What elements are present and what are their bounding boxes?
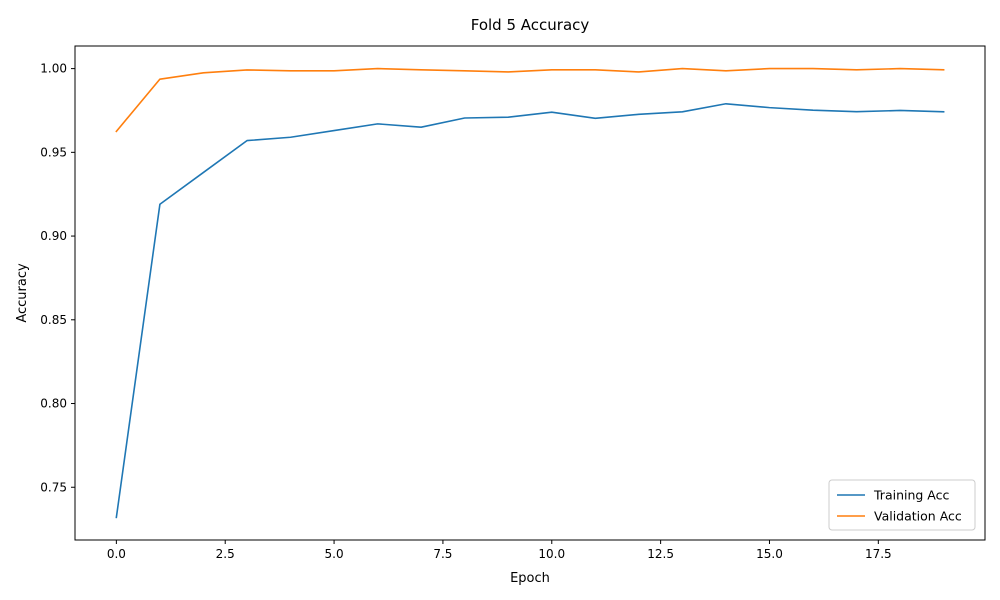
x-tick-label: 12.5: [647, 547, 674, 561]
plot-frame: [74, 45, 986, 541]
series-line-training-acc: [115, 102, 945, 519]
chart-title: Fold 5 Accuracy: [471, 16, 590, 34]
y-tick-label: 0.85: [40, 313, 67, 327]
y-tick-label: 0.80: [40, 397, 67, 411]
series-line-validation-acc: [115, 67, 945, 133]
y-axis: 0.75 0.80 0.85 0.90 0.95 1.00: [40, 62, 75, 494]
x-tick-label: 10.0: [538, 547, 565, 561]
legend-box: [828, 479, 976, 531]
legend-entry: Training Acc: [873, 488, 949, 503]
y-tick-label: 0.75: [40, 480, 67, 494]
y-tick-label: 0.90: [40, 229, 67, 243]
x-axis-label: Epoch: [510, 571, 550, 586]
x-tick-label: 5.0: [325, 547, 344, 561]
x-tick-label: 2.5: [216, 547, 235, 561]
y-axis-label: Accuracy: [15, 263, 30, 323]
x-tick-label: 7.5: [433, 547, 452, 561]
x-tick-label: 17.5: [865, 547, 892, 561]
x-tick-label: 0.0: [107, 547, 126, 561]
x-axis: 0.0 2.5 5.0 7.5 10.0 12.5 15.0 17.5: [107, 540, 892, 561]
y-tick-label: 0.95: [40, 145, 67, 159]
legend-entry: Validation Acc: [874, 509, 962, 524]
y-tick-label: 1.00: [40, 62, 67, 76]
legend: Training Acc Validation Acc: [828, 479, 976, 531]
series-lines: [115, 67, 945, 519]
x-tick-label: 15.0: [756, 547, 783, 561]
